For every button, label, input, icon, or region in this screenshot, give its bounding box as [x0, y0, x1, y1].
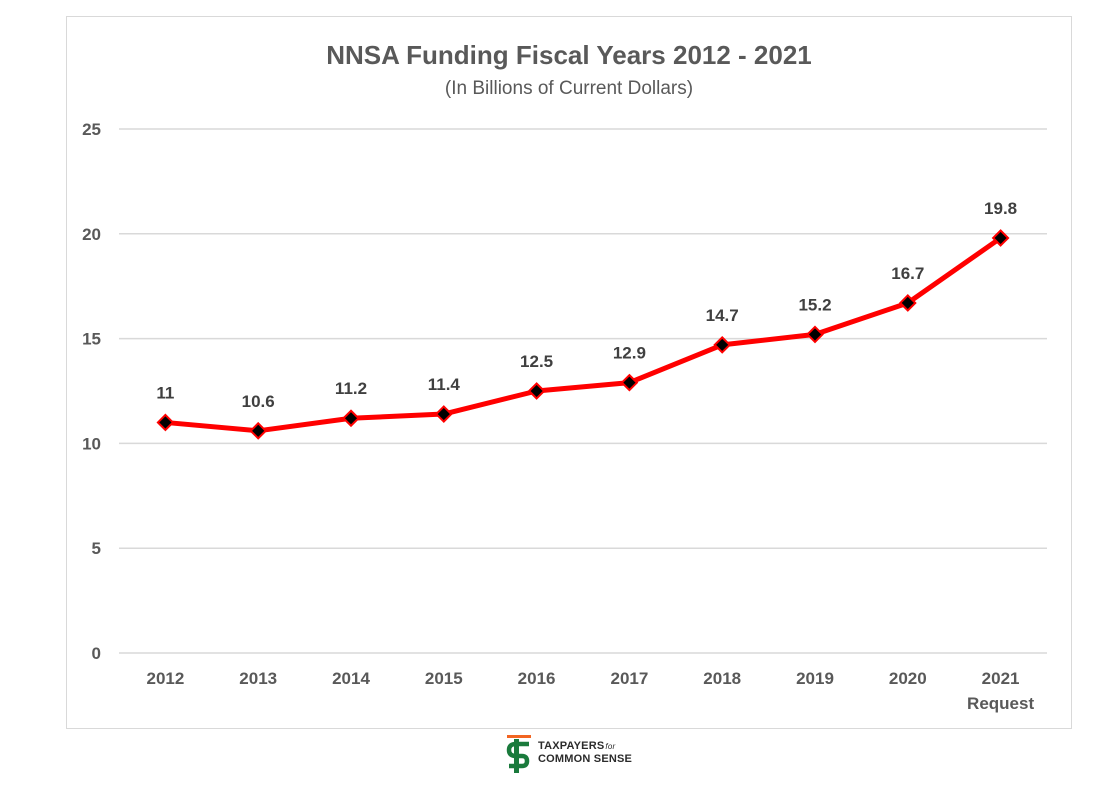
- data-point-marker: [806, 325, 824, 344]
- data-label: 14.7: [706, 306, 739, 325]
- data-label: 19.8: [984, 199, 1017, 218]
- taxpayers-for-common-sense-logo: TAXPAYERSfor COMMON SENSE: [505, 734, 645, 774]
- chart-title: NNSA Funding Fiscal Years 2012 - 2021: [326, 40, 812, 70]
- x-tick-label: 2015: [425, 669, 463, 688]
- series-line: [162, 235, 1004, 434]
- data-label: 16.7: [891, 264, 924, 283]
- x-tick-label: 2014: [332, 669, 370, 688]
- gridlines: [119, 128, 1047, 654]
- data-point-marker: [249, 421, 268, 440]
- series-line-layer: [162, 235, 1004, 434]
- data-label: 12.5: [520, 352, 553, 371]
- chart-frame: NNSA Funding Fiscal Years 2012 - 2021 (I…: [66, 16, 1072, 729]
- x-tick-label: 2021: [982, 669, 1020, 688]
- logo-line-2: COMMON SENSE: [538, 753, 633, 765]
- data-label-layer: 11 10.6 11.2 11.4 12.5 12.9 14.7 15.2 16.7 19.8: [156, 199, 1017, 411]
- data-point-marker: [620, 373, 639, 392]
- tcs-logo-mark-icon: [506, 735, 531, 773]
- x-tick-label: 2012: [146, 669, 184, 688]
- x-tick-label: 2016: [518, 669, 556, 688]
- data-label: 11: [156, 383, 174, 402]
- data-label: 15.2: [798, 295, 831, 314]
- x-tick-label: 2019: [796, 669, 834, 688]
- y-tick-label: 0: [92, 644, 101, 663]
- data-label: 10.6: [242, 392, 275, 411]
- marker-layer: [156, 229, 1010, 440]
- y-tick-label: 25: [82, 120, 101, 139]
- data-point-marker: [156, 413, 175, 432]
- logo-line-1: TAXPAYERSfor: [538, 740, 616, 752]
- data-point-marker: [898, 294, 917, 312]
- x-tick-label: 2013: [239, 669, 277, 688]
- data-point-marker: [713, 335, 732, 354]
- line-chart: NNSA Funding Fiscal Years 2012 - 2021 (I…: [82, 40, 1047, 713]
- data-label: 12.9: [613, 344, 646, 363]
- chart-subtitle: (In Billions of Current Dollars): [445, 78, 693, 99]
- data-label: 11.4: [428, 375, 461, 394]
- x-axis-tick-labels: 2012 2013 2014 2015 2016 2017 2018 2019 2020 2021…: [146, 669, 1034, 713]
- y-tick-label: 20: [82, 225, 101, 244]
- data-point-marker: [991, 229, 1010, 247]
- x-tick-sublabel: Request: [967, 694, 1034, 713]
- x-tick-label: 2017: [610, 669, 648, 688]
- x-tick-label: 2018: [703, 669, 741, 688]
- y-tick-label: 10: [82, 434, 101, 453]
- data-label: 11.2: [335, 379, 367, 398]
- y-tick-label: 15: [82, 330, 101, 349]
- data-point-marker: [527, 382, 546, 400]
- data-point-marker: [434, 405, 453, 423]
- x-tick-label: 2020: [889, 669, 927, 688]
- y-axis-tick-labels: 0 5 10 15 20 25: [82, 120, 101, 663]
- y-tick-label: 5: [92, 539, 101, 558]
- data-point-marker: [342, 409, 360, 428]
